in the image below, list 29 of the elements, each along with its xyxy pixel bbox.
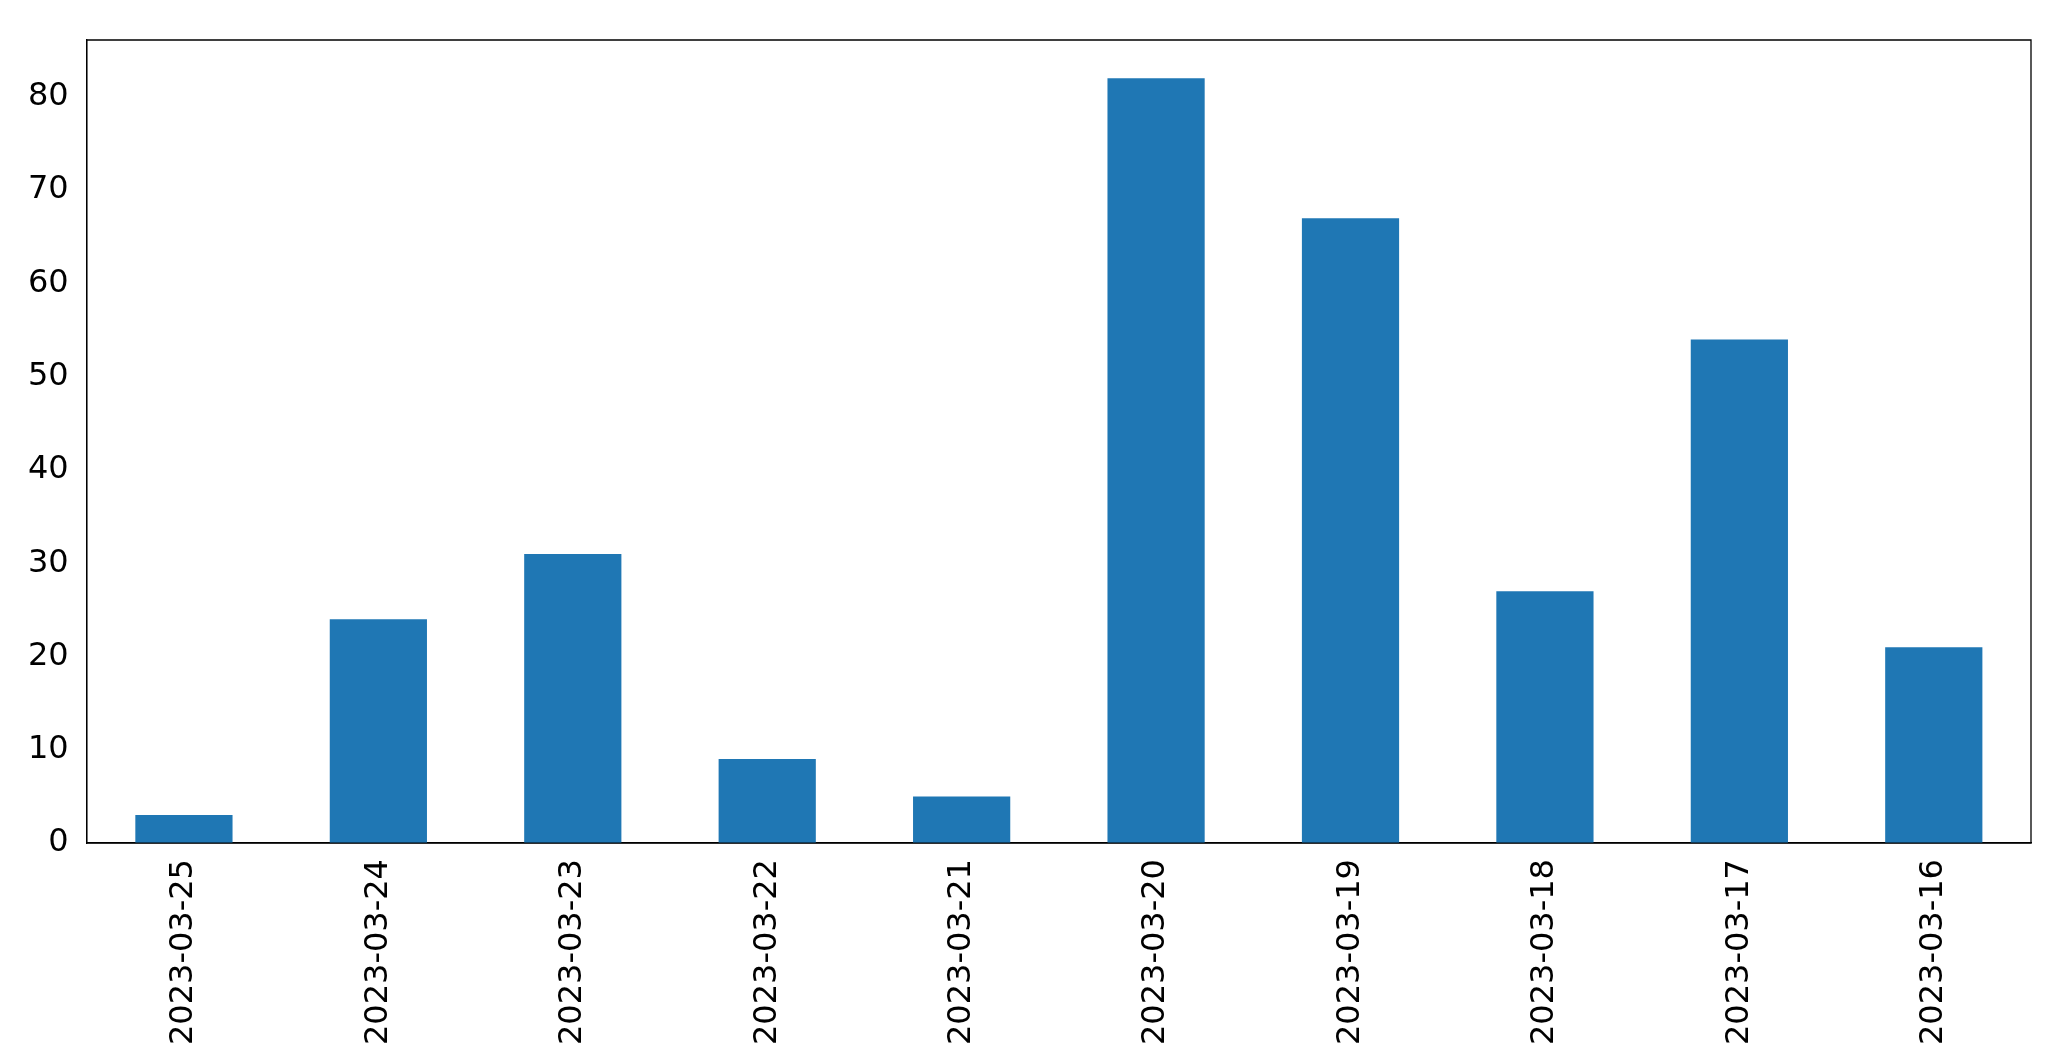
y-tick-label: 20 [28,634,69,673]
x-tick-label: 2023-03-21 [939,859,978,1045]
y-tick-label: 10 [28,728,69,767]
bar [718,759,816,844]
y-tick-label: 30 [28,541,69,580]
x-tick-label: 2023-03-20 [1134,859,1173,1045]
x-tick-label: 2023-03-19 [1328,859,1367,1045]
y-tick-label: 0 [48,821,69,860]
x-tick-label: 2023-03-24 [356,859,395,1045]
bar [135,815,233,844]
x-tick-label: 2023-03-22 [745,859,784,1045]
bar [1107,78,1205,844]
y-tick-label: 70 [28,168,69,207]
bar [329,619,427,844]
bar [1496,591,1594,844]
x-tick-label: 2023-03-18 [1523,859,1562,1045]
bar [524,553,622,844]
y-tick-label: 50 [28,355,69,394]
x-tick-label: 2023-03-25 [162,859,201,1045]
y-tick-label: 60 [28,261,69,300]
x-tick-label: 2023-03-23 [551,859,590,1045]
bar [1301,218,1400,844]
x-tick-label: 2023-03-17 [1717,859,1756,1045]
x-tick-label: 2023-03-16 [1912,859,1951,1045]
bar [1885,647,1983,844]
bar [1690,339,1788,844]
y-tick-label: 40 [28,448,69,487]
y-tick-label: 80 [28,75,69,114]
bar [913,796,1011,844]
